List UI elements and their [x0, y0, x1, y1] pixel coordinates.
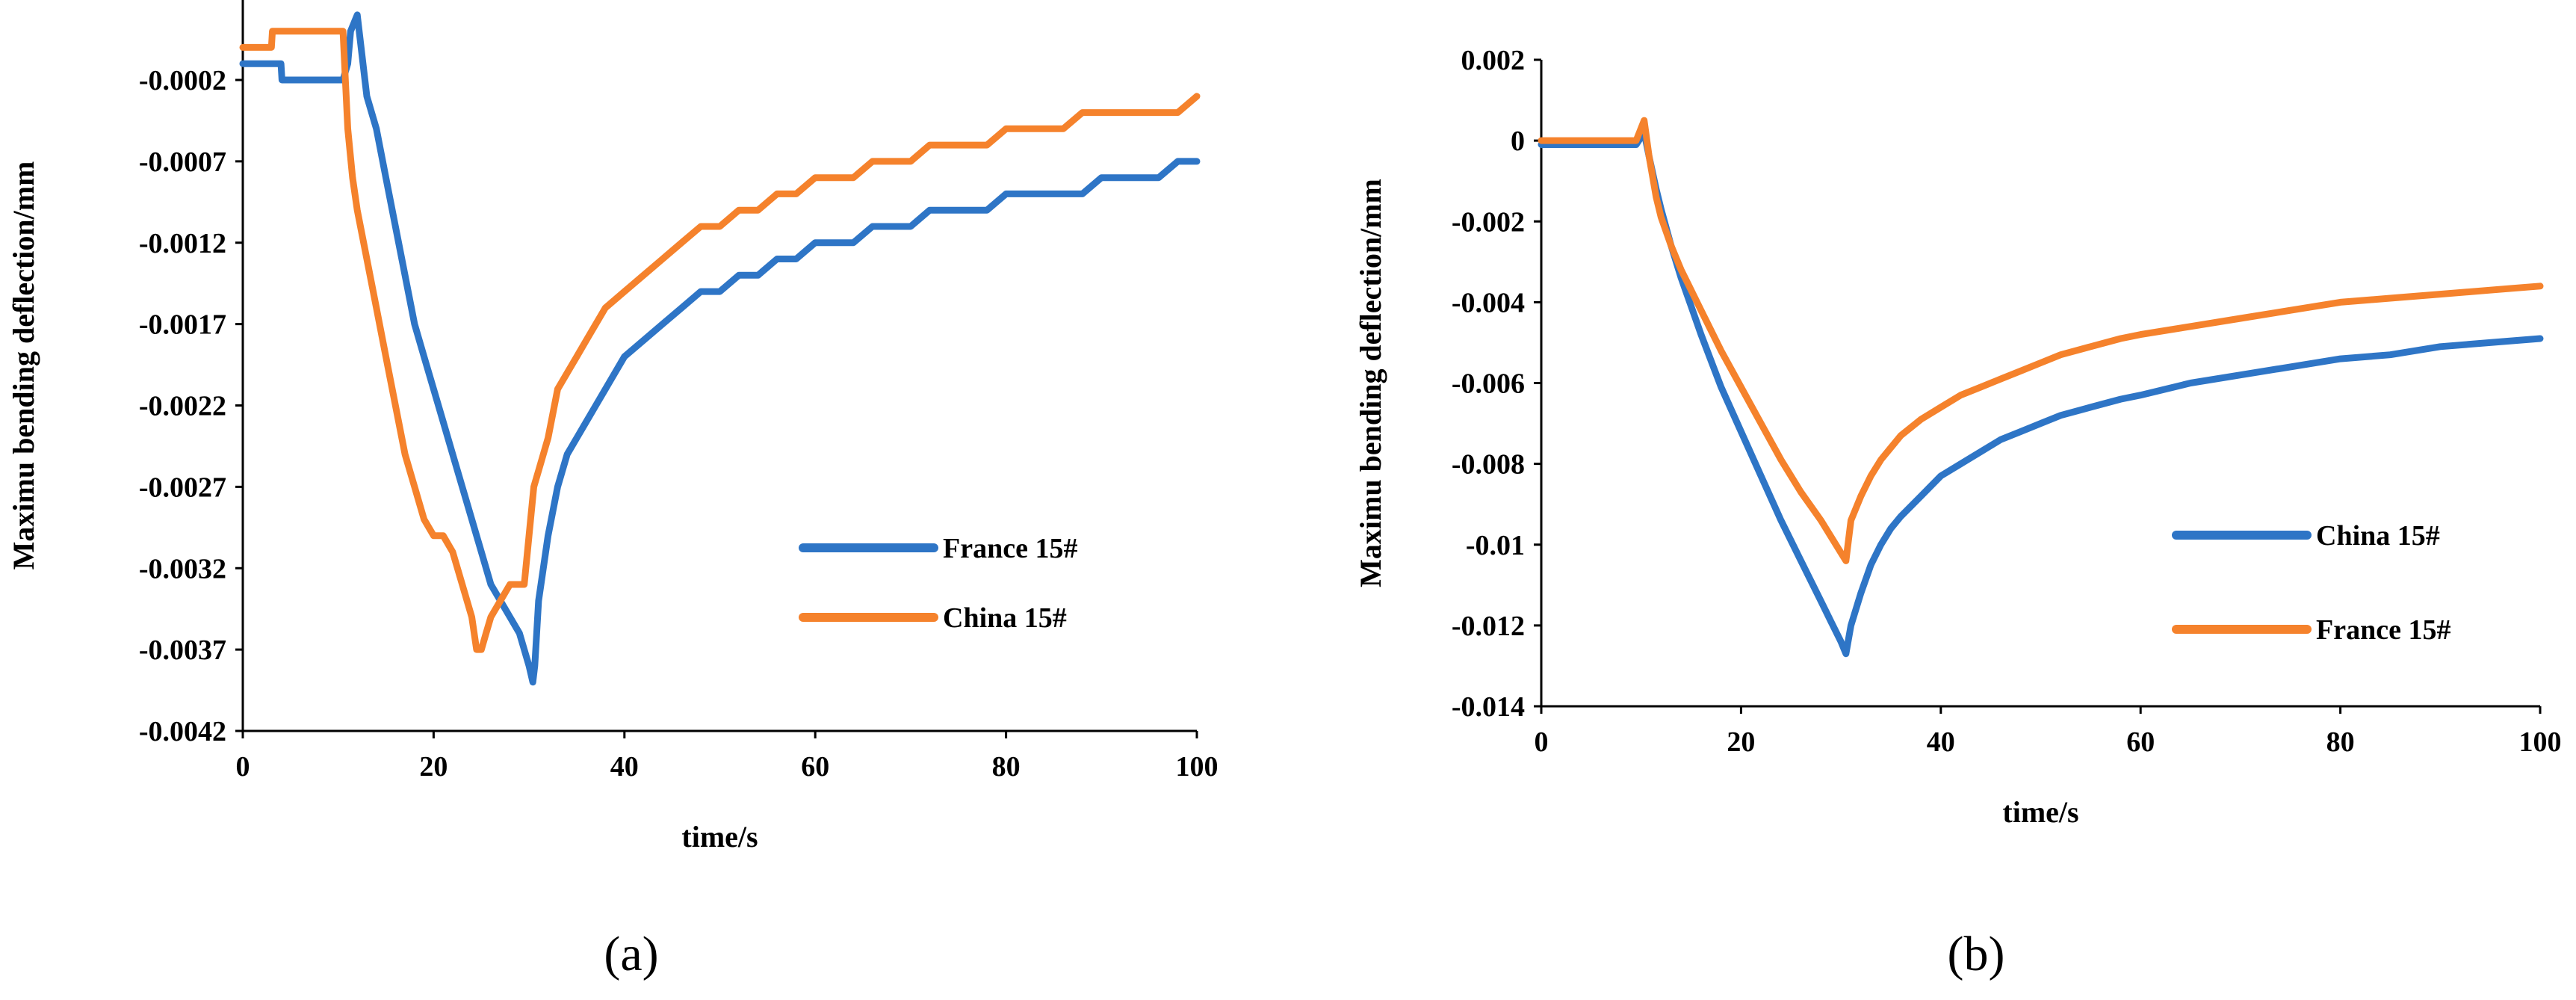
y-tick-label: -0.0012 [139, 228, 226, 259]
x-tick-label: 80 [992, 751, 1021, 783]
y-tick-label: -0.01 [1466, 530, 1525, 561]
y-tick-label: -0.006 [1452, 368, 1525, 400]
y-tick-label: -0.0027 [139, 472, 226, 503]
legend-entry: France 15# [943, 533, 1077, 564]
y-tick-label: -0.004 [1452, 287, 1525, 318]
y-tick-label: -0.0017 [139, 309, 226, 341]
x-tick-label: 100 [1176, 751, 1219, 783]
x-tick-label: 60 [2126, 726, 2155, 758]
y-tick-label: -0.008 [1452, 449, 1525, 481]
y-tick-label: -0.002 [1452, 206, 1525, 238]
legend-entry: China 15# [2316, 520, 2440, 552]
x-tick-label: 40 [610, 751, 639, 783]
x-tick-label: 20 [1727, 726, 1755, 758]
panel-label: (b) [1948, 927, 2005, 981]
y-tick-label: 0 [1511, 126, 1525, 157]
panel-label: (a) [604, 927, 658, 981]
y-tick-label: -0.012 [1452, 611, 1525, 642]
x-tick-label: 0 [1535, 726, 1549, 758]
x-tick-label: 80 [2326, 726, 2355, 758]
y-tick-label: -0.0007 [139, 146, 226, 178]
x-axis-title: time/s [2002, 795, 2078, 829]
y-tick-label: -0.0002 [139, 65, 226, 96]
x-axis-title: time/s [681, 820, 758, 854]
y-axis-title: Maximu bending deflection/mm [7, 161, 40, 570]
legend-entry: China 15# [943, 602, 1067, 634]
x-tick-label: 60 [801, 751, 829, 783]
x-tick-label: 0 [236, 751, 250, 783]
series-line-france-15- [1538, 117, 2544, 564]
legend-entry: France 15# [2316, 614, 2450, 646]
y-axis-title: Maximu bending deflection/mm [1354, 179, 1387, 587]
x-tick-label: 40 [1927, 726, 1955, 758]
series-line-france-15- [239, 11, 1201, 686]
y-tick-label: -0.0037 [139, 635, 226, 666]
y-tick-label: -0.0022 [139, 391, 226, 422]
chart-panel-a: -0.0002 -0.0007 -0.0012 -0.0017 -0.0022 -0.00… [7, 0, 1219, 981]
series-line-china-15- [239, 28, 1201, 653]
y-tick-label: -0.0042 [139, 716, 226, 747]
x-tick-label: 20 [419, 751, 448, 783]
y-tick-label: -0.014 [1452, 691, 1525, 723]
y-tick-label: 0.002 [1461, 45, 1526, 76]
x-tick-label: 100 [2519, 726, 2562, 758]
chart-panel-b: 0.002 0 -0.002 -0.004 -0.006 -0.008 -0.01 -0.01… [1354, 45, 2562, 981]
series-line-china-15- [1538, 129, 2544, 658]
y-tick-label: -0.0032 [139, 553, 226, 584]
